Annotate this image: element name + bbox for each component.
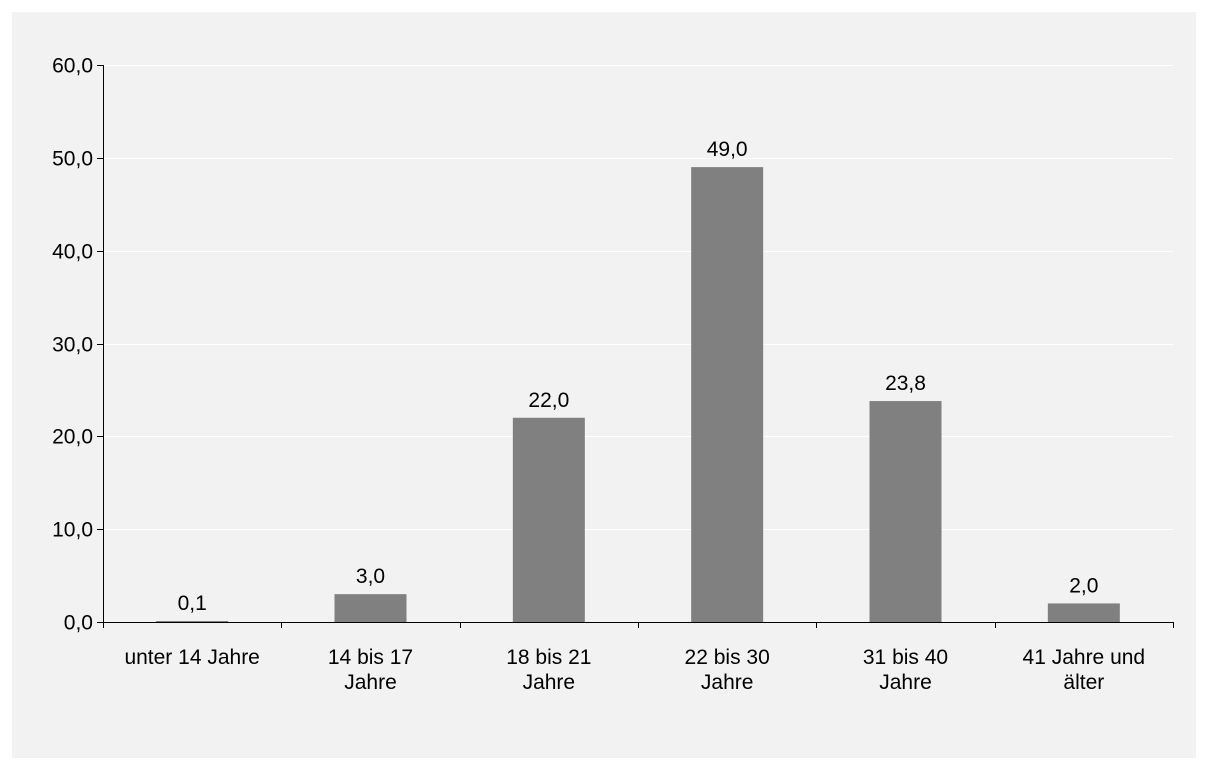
bar <box>156 621 229 622</box>
category-label: Jahre <box>523 671 576 694</box>
category-label: Jahre <box>879 671 932 694</box>
category-label: 31 bis 40 <box>863 646 948 669</box>
chart-panel: 0,0 10,0 20,0 30,0 40,0 50,0 60,0 0,1 unter 14 J… <box>12 12 1196 758</box>
data-label: 0,1 <box>178 592 207 615</box>
category-label: 14 bis 17 <box>328 646 413 669</box>
bar-chart: 0,0 10,0 20,0 30,0 40,0 50,0 60,0 0,1 unter 14 J… <box>52 55 1174 695</box>
category-label: älter <box>1063 671 1104 694</box>
category-label: 18 bis 21 <box>506 646 591 669</box>
y-tick-label: 0,0 <box>64 612 93 635</box>
bar <box>334 594 407 622</box>
y-tick-label: 60,0 <box>52 55 93 78</box>
category-label: unter 14 Jahre <box>124 646 259 669</box>
category-label: Jahre <box>701 671 754 694</box>
bar <box>512 417 585 622</box>
category-label: 41 Jahre und <box>1023 646 1146 669</box>
bar <box>1047 603 1120 622</box>
y-tick-label: 50,0 <box>52 148 93 171</box>
gridlines <box>103 65 1173 530</box>
data-label: 3,0 <box>356 565 385 588</box>
category-label: 22 bis 30 <box>685 646 770 669</box>
y-tick-label: 30,0 <box>52 334 93 357</box>
data-label: 23,8 <box>885 372 926 395</box>
data-label: 22,0 <box>528 389 569 412</box>
data-label: 2,0 <box>1069 574 1098 597</box>
data-label: 49,0 <box>707 138 748 161</box>
bar <box>869 401 942 622</box>
bar <box>691 167 764 622</box>
category-label: Jahre <box>344 671 397 694</box>
labels: 0,0 10,0 20,0 30,0 40,0 50,0 60,0 0,1 unter 14 J… <box>52 55 1145 695</box>
y-tick-label: 10,0 <box>52 519 93 542</box>
axes <box>97 65 1174 628</box>
bars <box>156 167 1120 622</box>
y-tick-label: 40,0 <box>52 241 93 264</box>
y-tick-label: 20,0 <box>52 426 93 449</box>
